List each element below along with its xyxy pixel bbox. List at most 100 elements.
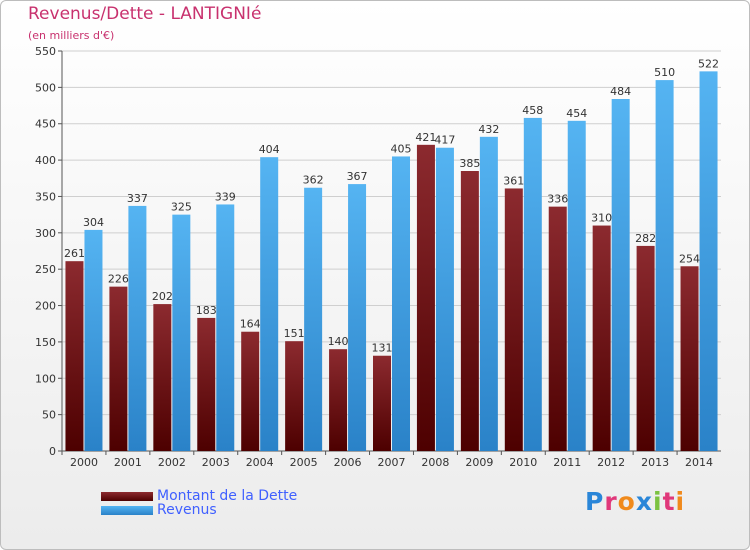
dette-bar-value-label: 282: [635, 232, 656, 245]
dette-bar: [460, 171, 479, 451]
dette-bar: [329, 349, 348, 451]
dette-bar-value-label: 164: [240, 318, 261, 331]
revenus-bar-value-label: 337: [127, 192, 148, 205]
x-tick-label: 2002: [158, 456, 186, 469]
proxiti-logo: Proxiti: [585, 487, 695, 525]
logo-letter: r: [604, 487, 618, 516]
legend-label-dette: Montant de la Dette: [157, 488, 298, 504]
revenus-bar: [304, 187, 323, 451]
y-tick-label: 0: [49, 445, 56, 458]
dette-bar: [548, 206, 567, 451]
y-tick-label: 250: [35, 263, 56, 276]
y-tick-label: 450: [35, 118, 56, 131]
dette-bar-value-label: 131: [372, 342, 393, 355]
revenus-bar-value-label: 522: [698, 57, 719, 70]
revenus-bar: [216, 204, 235, 451]
y-tick-label: 300: [35, 227, 56, 240]
revenus-bar-value-label: 339: [215, 190, 236, 203]
revenus-bar: [479, 136, 498, 451]
dette-bar-value-label: 261: [64, 247, 85, 260]
x-tick-label: 2012: [597, 456, 625, 469]
legend-label-revenus: Revenus: [157, 502, 217, 518]
dette-bar-value-label: 361: [503, 174, 524, 187]
x-tick-label: 2007: [378, 456, 406, 469]
revenus-bar-value-label: 510: [654, 66, 675, 79]
legend-swatch-dette: [101, 492, 153, 501]
revenus-bar: [128, 205, 147, 451]
revenus-bar-value-label: 405: [391, 142, 412, 155]
revenus-bar-value-label: 432: [478, 123, 499, 136]
revenus-bar: [523, 117, 542, 451]
logo-letter: i: [653, 487, 663, 516]
logo-letter: t: [662, 487, 676, 516]
revenus-bar-value-label: 304: [83, 216, 104, 229]
axes: 0 50 100 150 200 250 300 350 400 450 500 550 2000 200…: [35, 45, 721, 469]
revenus-bar-value-label: 454: [566, 107, 587, 120]
revenus-bar: [655, 80, 674, 451]
logo-letter: i: [675, 487, 686, 516]
logo-letter: x: [635, 487, 653, 516]
x-tick-label: 2003: [202, 456, 230, 469]
value-labels: 261 304 226 337 202 325 183 339 164 404 151 362 140 3…: [64, 57, 719, 354]
x-tick-label: 2004: [246, 456, 274, 469]
x-tick-label: 2009: [465, 456, 493, 469]
dette-bar-value-label: 226: [108, 273, 129, 286]
dette-bar: [197, 317, 216, 451]
revenus-bar: [172, 214, 191, 451]
legend-swatch-revenus: [101, 506, 153, 515]
dette-bar: [636, 245, 655, 451]
y-tick-label: 200: [35, 300, 56, 313]
dette-bar-value-label: 202: [152, 290, 173, 303]
dette-bar: [109, 286, 128, 451]
dette-bar-value-label: 183: [196, 304, 217, 317]
y-tick-label: 350: [35, 190, 56, 203]
revenus-bar: [392, 156, 410, 452]
y-tick-label: 400: [35, 154, 56, 167]
revenus-bar-value-label: 362: [303, 174, 324, 187]
logo-letter: P: [585, 487, 605, 516]
dette-bar: [65, 261, 84, 451]
y-tick-label: 100: [35, 372, 56, 385]
chart-subtitle: (en milliers d'€): [28, 29, 115, 42]
revenus-bar-value-label: 367: [347, 170, 368, 183]
revenus-bar: [611, 99, 630, 451]
revenus-bar-value-label: 325: [171, 201, 192, 214]
y-tick-label: 550: [35, 45, 56, 58]
revenus-bar: [699, 71, 718, 451]
logo-letter: o: [617, 487, 636, 516]
x-tick-label: 2000: [70, 456, 98, 469]
dette-bar-value-label: 254: [679, 252, 700, 265]
x-tick-label: 2005: [290, 456, 318, 469]
dette-bar-value-label: 336: [547, 193, 568, 206]
revenus-bar-value-label: 458: [522, 104, 543, 117]
x-tick-label: 2006: [334, 456, 362, 469]
dette-bar: [373, 355, 391, 451]
x-tick-label: 2014: [685, 456, 713, 469]
revenus-bar-value-label: 417: [434, 134, 455, 147]
x-tick-label: 2008: [421, 456, 449, 469]
revenus-bar: [260, 157, 279, 451]
x-tick-label: 2011: [553, 456, 581, 469]
dette-bar: [504, 188, 523, 452]
dette-bar: [680, 266, 699, 451]
y-tick-label: 150: [35, 336, 56, 349]
x-tick-label: 2010: [509, 456, 537, 469]
dette-bar-value-label: 385: [459, 157, 480, 170]
bars: [65, 71, 718, 452]
dette-bar: [285, 341, 304, 451]
chart-title: Revenus/Dette - LANTIGNIé: [28, 4, 262, 24]
dette-bar-value-label: 140: [328, 335, 349, 348]
x-tick-label: 2001: [114, 456, 142, 469]
dette-bar-value-label: 310: [591, 212, 612, 225]
grid-lines: [62, 50, 721, 416]
revenus-bar: [435, 147, 454, 451]
y-tick-label: 500: [35, 81, 56, 94]
dette-bar: [153, 304, 172, 451]
revenus-bar-value-label: 484: [610, 85, 631, 98]
revenus-bar: [84, 229, 103, 451]
dette-bar: [241, 331, 260, 451]
revenus-bar: [348, 184, 367, 451]
revenus-bar: [567, 120, 586, 452]
